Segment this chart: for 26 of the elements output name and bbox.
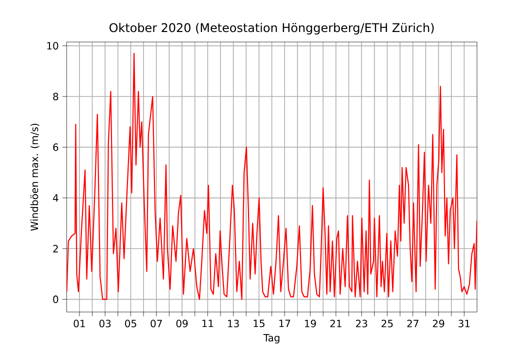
- x-tick-label: 13: [228, 320, 239, 328]
- x-tick-label: 17: [279, 320, 290, 328]
- line-series: [66, 52, 478, 300]
- x-tick-label: 15: [254, 320, 264, 328]
- y-tick-label: 0: [53, 296, 58, 304]
- x-tick-label: 25: [382, 320, 393, 328]
- y-tick-label: 10: [47, 42, 58, 50]
- x-tick-label: 05: [125, 320, 136, 328]
- x-tick-label: 07: [150, 320, 162, 328]
- x-tick-label: 11: [202, 320, 214, 328]
- y-tick-label: 4: [52, 194, 58, 202]
- x-tick-label: 23: [356, 320, 368, 328]
- x-tick-label: 01: [74, 320, 85, 328]
- chart-title: Oktober 2020 (Meteostation Hönggerberg/ETH Zürich): [110, 22, 434, 34]
- x-tick-label: 09: [176, 320, 188, 328]
- y-tick-label: 8: [53, 92, 58, 100]
- x-tick-label: 29: [432, 320, 444, 328]
- y-axis-title: Windböen max. (m/s): [30, 124, 40, 231]
- y-tick-label: 2: [53, 244, 58, 252]
- x-tick-label: 27: [407, 320, 418, 328]
- x-tick-label: 31: [458, 320, 470, 328]
- x-tick-label: 21: [330, 320, 342, 328]
- y-tick-label: 6: [53, 143, 58, 151]
- x-tick-label: 03: [99, 320, 111, 328]
- x-axis-title: Tag: [263, 334, 280, 344]
- x-tick-label: 19: [305, 320, 316, 328]
